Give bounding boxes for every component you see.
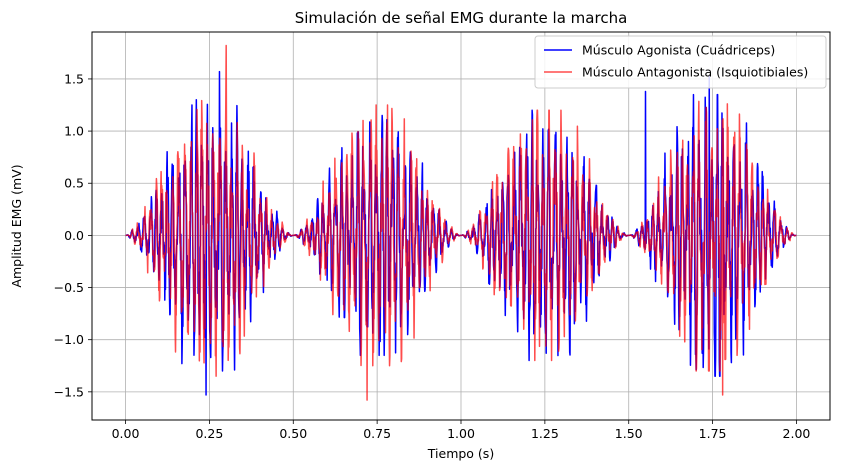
legend-entry: Músculo Agonista (Cuádriceps) xyxy=(582,43,775,58)
y-tick-label: 0.0 xyxy=(64,228,84,243)
x-tick-label: 0.75 xyxy=(363,426,391,441)
series-layer xyxy=(125,44,797,401)
y-axis-label: Amplitud EMG (mV) xyxy=(9,164,24,287)
y-tick-label: −1.0 xyxy=(54,332,84,347)
x-tick-label: 1.50 xyxy=(615,426,643,441)
y-tick-label: −0.5 xyxy=(54,280,84,295)
x-axis-label: Tiempo (s) xyxy=(427,446,494,461)
series-line-2 xyxy=(125,44,797,401)
x-tick-label: 0.00 xyxy=(112,426,140,441)
x-tick-label: 0.25 xyxy=(195,426,223,441)
y-tick-label: −1.5 xyxy=(54,384,84,399)
y-tick-label: 1.5 xyxy=(64,71,84,86)
legend-box xyxy=(534,35,827,89)
y-tick-label: 0.5 xyxy=(64,176,84,191)
legend: Músculo Agonista (Cuádriceps) Músculo Ant… xyxy=(534,35,827,89)
x-tick-label: 2.00 xyxy=(783,426,811,441)
x-tick-label: 0.50 xyxy=(279,426,307,441)
x-tick-label: 1.00 xyxy=(447,426,475,441)
legend-entry: Músculo Antagonista (Isquiotibiales) xyxy=(582,65,808,80)
x-tick-label: 1.75 xyxy=(699,426,727,441)
grid xyxy=(92,32,830,420)
y-tick-label: 1.0 xyxy=(64,124,84,139)
chart-title: Simulación de señal EMG durante la march… xyxy=(295,9,628,27)
ticks: 0.00 0.25 0.50 0.75 1.00 1.25 1.50 1.75 2.00 −1.5… xyxy=(54,71,811,441)
x-tick-label: 1.25 xyxy=(531,426,559,441)
